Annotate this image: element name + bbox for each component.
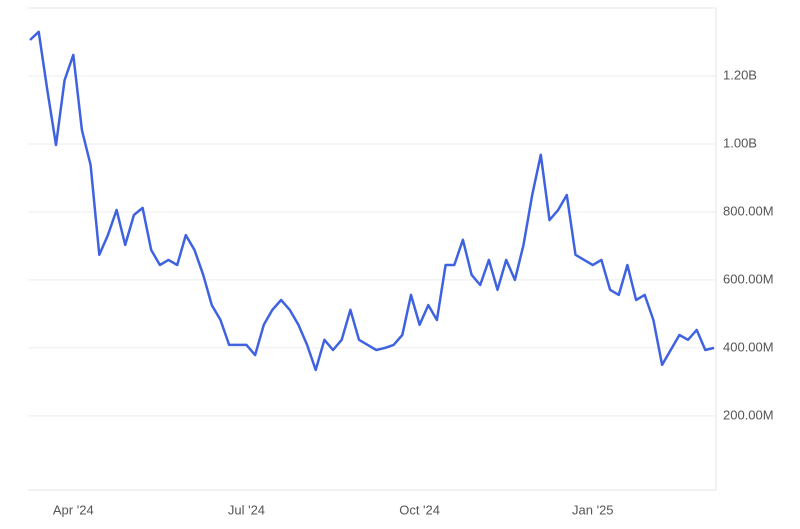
y-tick-label: 800.00M [723,203,774,218]
y-tick-label: 1.20B [723,67,757,82]
y-tick-label: 600.00M [723,271,774,286]
x-tick-label: Oct '24 [399,502,440,517]
x-tick-label: Jan '25 [572,502,614,517]
y-tick-label: 200.00M [723,407,774,422]
x-tick-label: Jul '24 [228,502,265,517]
y-tick-label: 400.00M [723,339,774,354]
x-tick-label: Apr '24 [53,502,94,517]
price-line [29,30,715,372]
y-tick-label: 1.00B [723,135,757,150]
